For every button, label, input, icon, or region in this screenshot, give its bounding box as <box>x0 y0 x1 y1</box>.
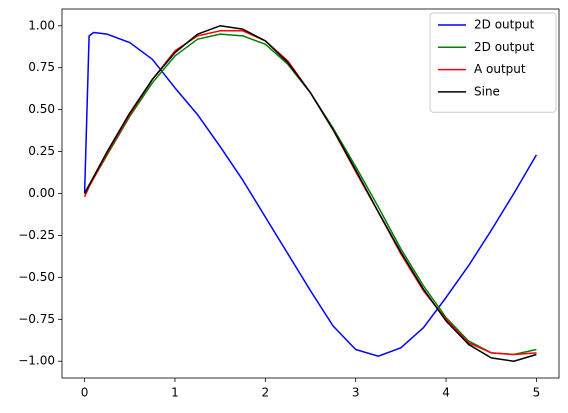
y-tick-label: 0.25 <box>28 144 55 158</box>
x-tick-label: 0 <box>81 386 89 400</box>
y-tick-label: 0.75 <box>28 60 55 74</box>
legend-label: 2D output <box>474 18 535 32</box>
y-tick-label: 1.00 <box>28 18 55 32</box>
legend-label: 2D output <box>474 40 535 54</box>
y-tick-label: −0.25 <box>18 228 55 242</box>
series-line <box>83 30 537 356</box>
y-tick-label: 0.50 <box>28 102 55 116</box>
x-tick-label: 2 <box>261 386 269 400</box>
y-tick-label: −0.50 <box>18 270 55 284</box>
x-tick-label: 4 <box>442 386 450 400</box>
x-tick-label: 5 <box>533 386 541 400</box>
series-line <box>83 25 537 362</box>
legend-label: A output <box>474 62 526 76</box>
x-tick-label: 1 <box>171 386 179 400</box>
series-line <box>83 33 537 356</box>
y-tick-label: 0.00 <box>28 186 55 200</box>
x-tick-label: 3 <box>352 386 360 400</box>
y-tick-label: −0.75 <box>18 312 55 326</box>
y-tick-label: −1.00 <box>18 354 55 368</box>
legend-box <box>429 12 557 113</box>
legend-label: Sine <box>474 84 500 98</box>
series-line <box>83 31 538 357</box>
